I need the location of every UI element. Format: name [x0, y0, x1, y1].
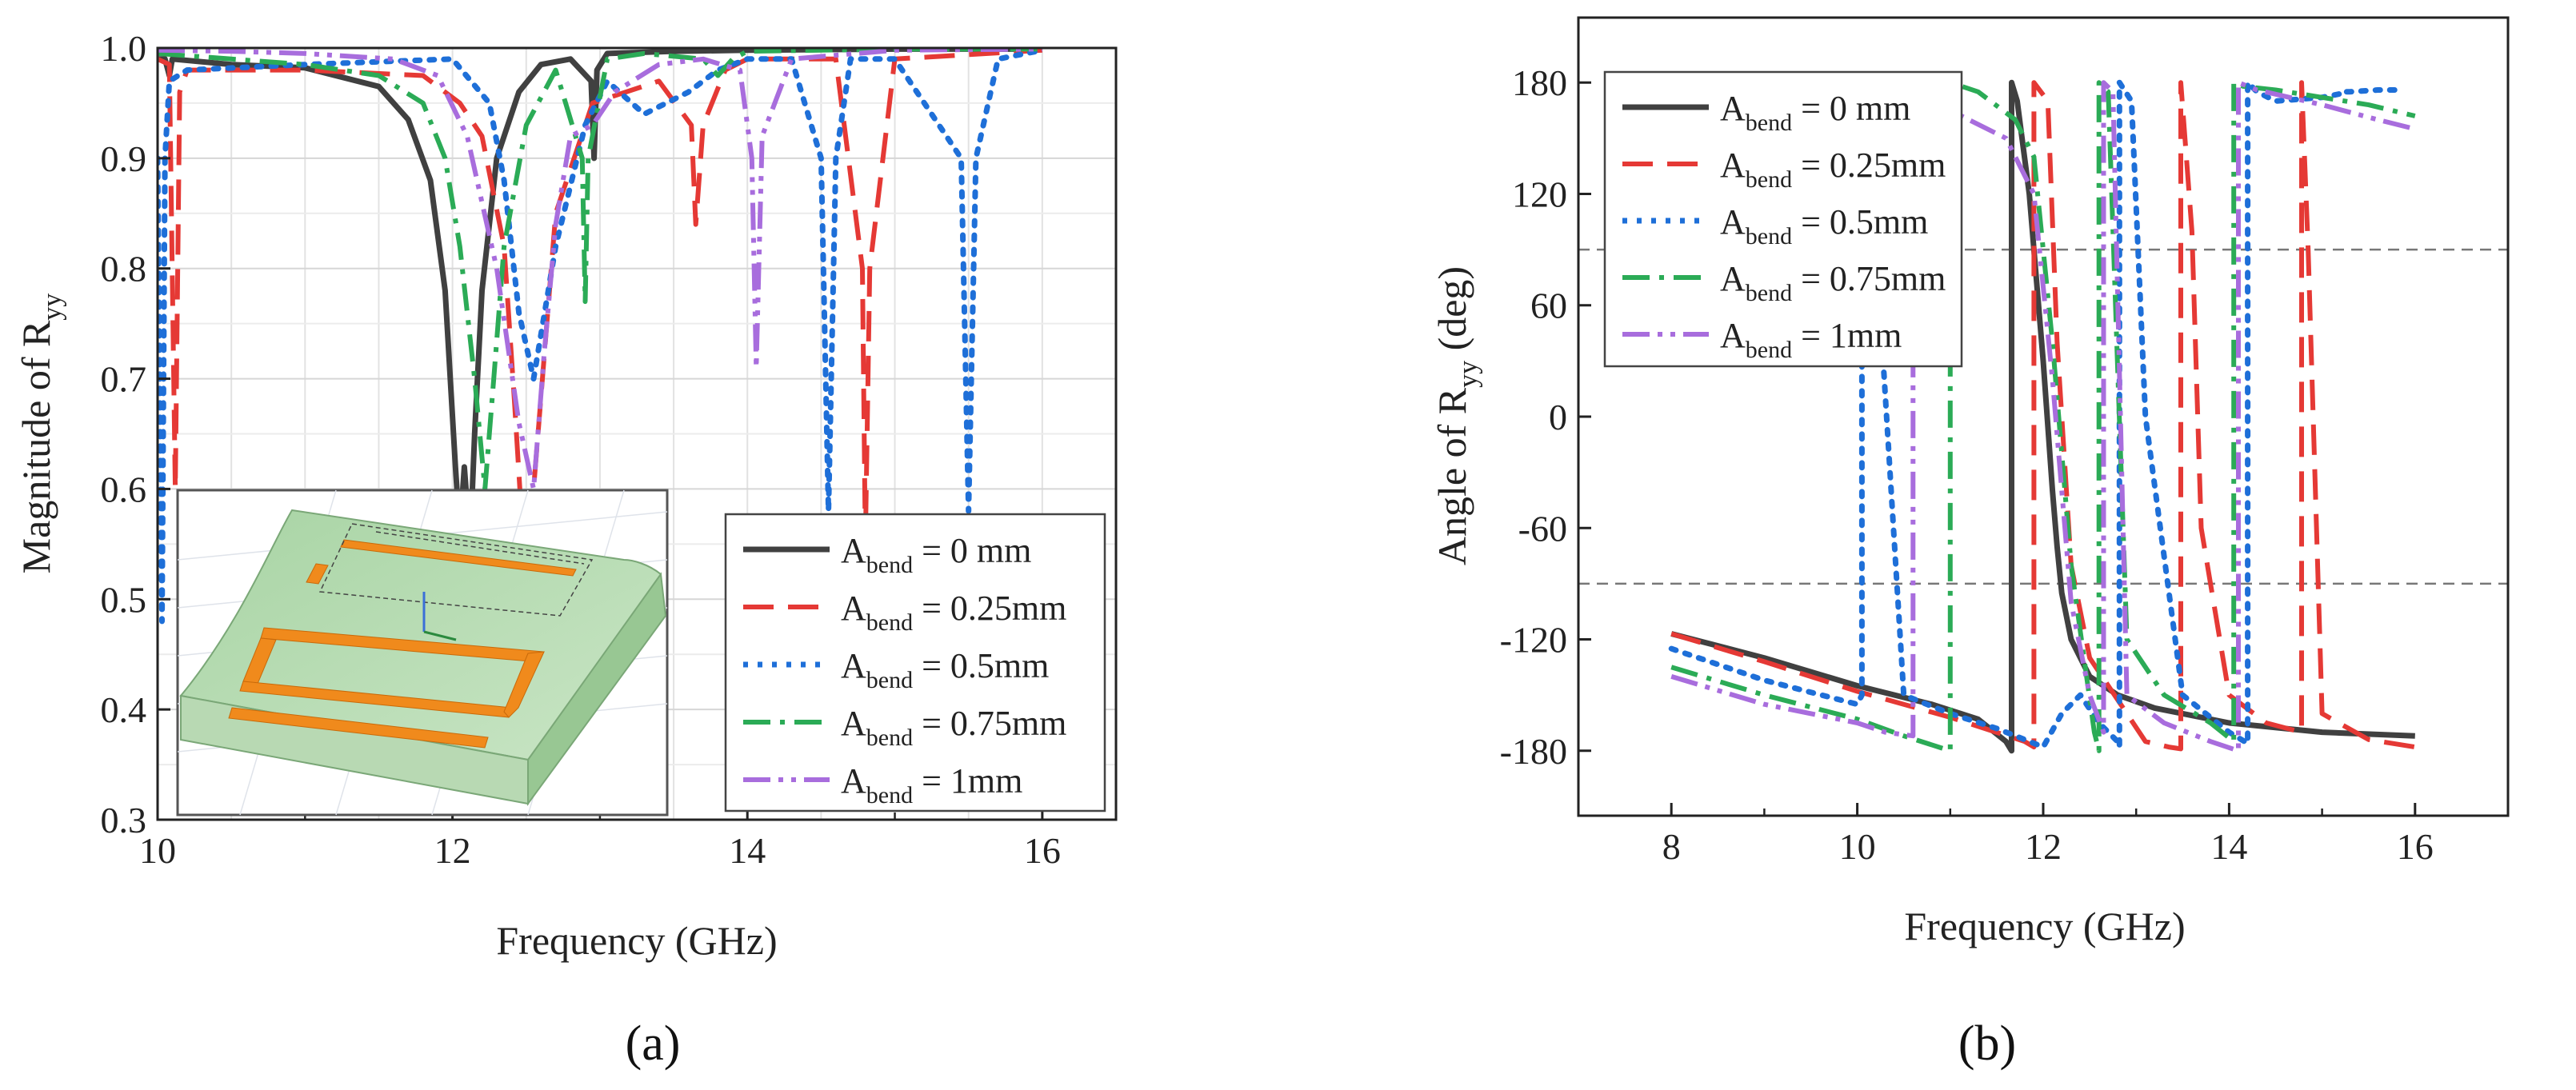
x-tick-label: 14 [729, 830, 766, 871]
y-tick-label: 0.4 [101, 689, 147, 730]
legend-entry-label: Abend = 1mm [841, 761, 1022, 809]
y-tick-label: 0.3 [101, 800, 147, 840]
series-line-3 [158, 48, 1046, 625]
x-axis-label-b: Frequency (GHz) [1904, 904, 2185, 948]
series-line-1 [1670, 79, 2415, 754]
panel-label-a: (a) [626, 1016, 681, 1071]
legend-a: Abend = 0 mm Abend = 0.25mm Abend = 0.5mm A… [724, 513, 1106, 813]
legend-entry-label: Abend = 0.25mm [1720, 146, 1946, 193]
legend-entry-label: Abend = 0 mm [841, 531, 1031, 578]
y-axis-label-a: Magnitude of Ryy [14, 293, 67, 574]
series-line-5 [158, 48, 1042, 492]
y-tick-label: -180 [1500, 731, 1567, 772]
x-tick-label: 8 [1662, 826, 1681, 867]
y-tick-label: 0.9 [101, 138, 147, 179]
legend-entry-label: Abend = 0.5mm [841, 646, 1049, 693]
y-tick-label: 0.5 [101, 579, 147, 620]
legend-b: Abend = 0 mm Abend = 0.25mm Abend = 0.5mm A… [1603, 70, 1963, 368]
x-axis-label-a: Frequency (GHz) [496, 918, 777, 963]
x-tick-label: 10 [139, 830, 176, 871]
x-tick-label: 16 [2397, 826, 2434, 867]
y-axis-label-b: Angle of Ryy (deg) [1430, 266, 1483, 565]
x-tick-label: 12 [2025, 826, 2062, 867]
legend-entry-label: Abend = 0.5mm [1720, 202, 1928, 250]
legend-entry-label: Abend = 0 mm [1720, 89, 1910, 136]
legend-entry-label: Abend = 0.75mm [1720, 259, 1946, 306]
y-tick-label: 0 [1549, 397, 1567, 437]
legend-entry-label: Abend = 1mm [1720, 316, 1902, 363]
series-line-5 [1670, 80, 2416, 753]
panel-b-angle-chart: 8 10 12 14 16 -180 -120 -60 0 60 120 180 Abend = 0 … [1430, 16, 2510, 1071]
y-tick-label: 120 [1512, 174, 1567, 214]
x-tick-label: 12 [434, 830, 471, 871]
y-tick-label: -120 [1500, 620, 1567, 661]
y-tick-label: 180 [1512, 62, 1567, 103]
panel-a-magnitude-chart: 10 12 14 16 0.3 0.4 0.5 0.6 0.7 0.8 0.9 1.0 [14, 28, 1118, 1071]
series-line-4 [158, 48, 1042, 492]
y-tick-label: 1.0 [101, 28, 147, 69]
ticks-b: 8 10 12 14 16 -180 -120 -60 0 60 120 180 [1500, 62, 2510, 867]
y-tick-label: 0.6 [101, 469, 147, 509]
y-tick-label: 0.7 [101, 359, 147, 400]
y-tick-label: -60 [1518, 508, 1567, 549]
axes-frame-a [156, 46, 1118, 821]
x-tick-label: 16 [1024, 830, 1061, 871]
inset-unit-cell-image [176, 489, 669, 817]
x-tick-label: 14 [2210, 826, 2247, 867]
legend-entry-label: Abend = 0.75mm [841, 704, 1066, 751]
series-group-a [158, 48, 1046, 625]
series-line-1 [158, 48, 1042, 547]
y-tick-label: 60 [1530, 285, 1567, 326]
series-line-2 [1670, 80, 2416, 752]
x-tick-label: 10 [1839, 826, 1876, 867]
y-tick-label: 0.8 [101, 249, 147, 289]
legend-entry-label: Abend = 0.25mm [841, 589, 1066, 636]
ticks-a: 10 12 14 16 0.3 0.4 0.5 0.6 0.7 0.8 0.9 1.0 [101, 28, 1061, 871]
panel-label-b: (b) [1958, 1016, 2016, 1071]
